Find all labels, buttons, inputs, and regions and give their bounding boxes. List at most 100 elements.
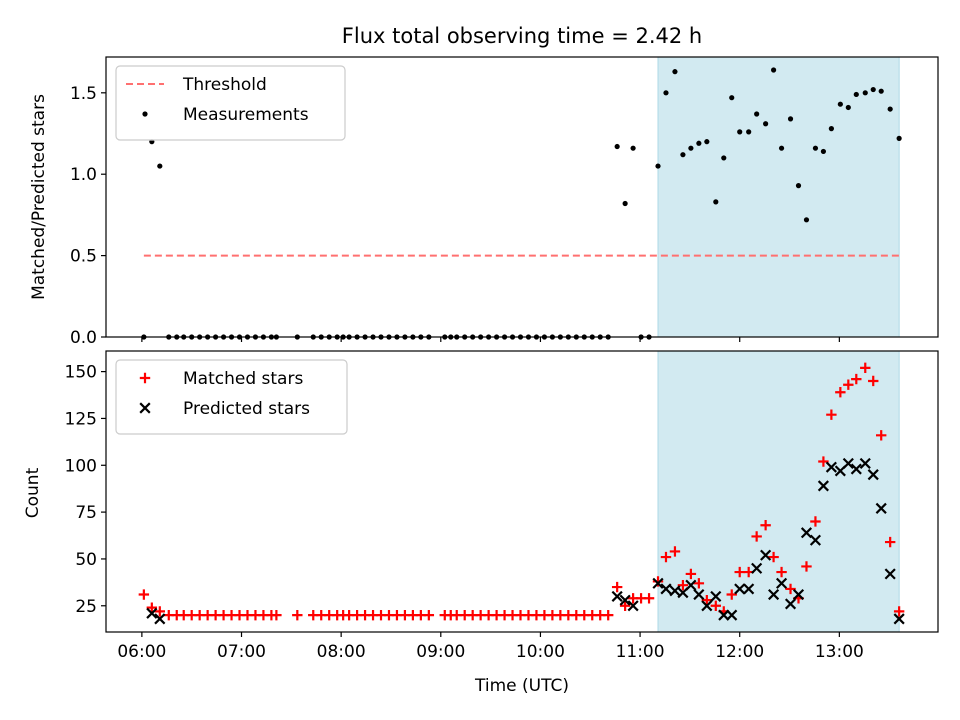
- predicted-star-point: [146, 607, 158, 619]
- matched-star-point: [785, 583, 796, 595]
- matched-star-point: [292, 609, 303, 621]
- measurement-point: [763, 121, 769, 127]
- top-legend: Threshold Measurements: [115, 65, 346, 141]
- legend-marker: [139, 372, 151, 384]
- matched-star-point: [423, 609, 435, 621]
- matched-star-point: [677, 579, 689, 591]
- bottom-series-0: [138, 362, 905, 621]
- predicted-star-point: [817, 480, 829, 492]
- bottom-legend-box: [115, 359, 348, 435]
- matched-star-point: [138, 589, 150, 600]
- predicted-star-point: [859, 457, 871, 469]
- top-y-tick-label: 0.5: [70, 247, 97, 267]
- predicted-star-point: [784, 598, 797, 610]
- predicted-star-point: [792, 588, 805, 601]
- matched-star-point: [619, 600, 631, 611]
- predicted-star-point: [800, 527, 813, 539]
- matched-star-point: [660, 551, 672, 563]
- matched-star-point: [893, 606, 905, 617]
- predicted-star-point: [867, 469, 879, 481]
- bottom-legend: Matched stars Predicted stars: [115, 359, 348, 435]
- measurement-point: [663, 90, 669, 96]
- matched-star-point: [602, 609, 614, 621]
- x-tick-label: 11:00: [616, 642, 665, 662]
- measurement-point: [157, 163, 163, 169]
- matched-star-point: [271, 609, 282, 621]
- measurement-point: [746, 129, 752, 135]
- predicted-star-point: [726, 609, 738, 621]
- measurement-point: [754, 111, 760, 117]
- bottom-y-tick-label: 50: [75, 550, 97, 570]
- matched-star-point: [701, 594, 713, 606]
- predicted-star-point: [710, 590, 722, 602]
- measurement-point: [622, 200, 628, 207]
- matched-star-point: [146, 602, 158, 613]
- top-legend-box: [115, 65, 346, 141]
- measurement-point: [795, 183, 802, 189]
- predicted-star-point: [850, 463, 862, 475]
- matched-star-point: [818, 456, 829, 467]
- matched-star-point: [693, 578, 705, 589]
- ratio-panel: 0.0 0.5 1.0 1.5 Threshold Measurements: [70, 56, 939, 348]
- predicted-star-point: [825, 461, 837, 473]
- predicted-star-point: [718, 609, 730, 621]
- legend-entry-label: Threshold: [182, 75, 267, 95]
- top-series-0: [141, 67, 902, 340]
- measurement-point: [828, 126, 834, 132]
- matched-star-point: [801, 561, 812, 572]
- top-y-tick-label: 1.0: [70, 165, 97, 185]
- measurement-point: [770, 67, 777, 73]
- matched-star-point: [652, 576, 664, 587]
- measurement-point: [853, 91, 859, 98]
- top-y-axis-label: Matched/Predicted stars: [29, 94, 49, 300]
- predicted-star-point: [775, 577, 788, 589]
- matched-star-point: [685, 568, 697, 580]
- x-tick-label: 13:00: [815, 642, 864, 662]
- predicted-star-point: [660, 583, 672, 595]
- measurement-point: [630, 145, 636, 151]
- measurement-point: [680, 152, 686, 158]
- measurement-point: [870, 86, 876, 93]
- matched-star-point: [843, 379, 854, 390]
- legend-marker: [139, 402, 151, 414]
- x-tick-label: 12:00: [715, 642, 764, 662]
- predicted-star-point: [652, 577, 664, 589]
- top-y-tick-label: 1.5: [70, 84, 97, 104]
- matched-star-point: [884, 536, 896, 548]
- predicted-star-point: [884, 568, 896, 580]
- legend-entry-label: Predicted stars: [183, 399, 310, 419]
- legend-entry-label: Measurements: [183, 105, 309, 125]
- bottom-y-tick-label: 75: [75, 503, 97, 523]
- matched-star-point: [669, 546, 681, 557]
- predicted-star-point: [842, 457, 854, 469]
- matched-star-point: [835, 387, 846, 398]
- matched-star-point: [868, 375, 879, 387]
- bottom-series-1: [146, 457, 905, 625]
- measurement-point: [803, 217, 810, 223]
- predicted-star-point: [693, 588, 705, 601]
- x-axis-label: Time (UTC): [474, 676, 569, 696]
- predicted-star-point: [743, 583, 755, 595]
- top-y-tick-label: 0.0: [70, 328, 97, 348]
- x-tick-label: 09:00: [416, 642, 465, 662]
- matched-star-point: [851, 373, 862, 385]
- bottom-y-tick-label: 125: [65, 409, 97, 429]
- measurement-point: [704, 139, 710, 145]
- matched-star-point: [154, 606, 166, 617]
- x-tick-label: 08:00: [317, 642, 366, 662]
- predicted-star-point: [809, 534, 822, 546]
- matched-star-point: [826, 409, 837, 420]
- predicted-star-point: [619, 594, 631, 606]
- matched-star-point: [760, 520, 771, 531]
- chart-title: Flux total observing time = 2.42 h: [342, 24, 702, 48]
- matched-star-point: [810, 516, 821, 527]
- predicted-star-point: [893, 613, 905, 625]
- matched-star-point: [776, 566, 787, 578]
- measurement-point: [672, 69, 678, 75]
- matched-star-point: [860, 362, 871, 374]
- measurement-point: [787, 116, 794, 122]
- predicted-star-point: [734, 583, 746, 595]
- matched-star-point: [751, 531, 762, 542]
- matched-star-point: [734, 566, 745, 578]
